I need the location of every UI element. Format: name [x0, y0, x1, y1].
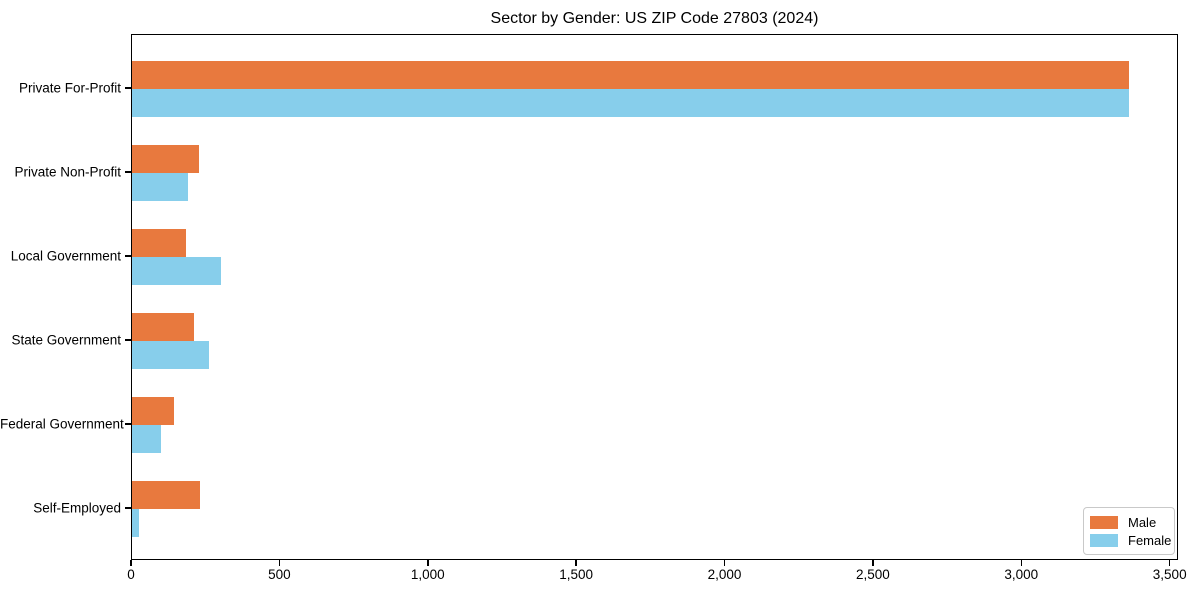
x-tick-mark [1020, 560, 1023, 566]
legend-swatch-male [1090, 515, 1118, 529]
y-tick-mark [125, 423, 131, 425]
x-tick-label: 3,000 [1004, 567, 1039, 582]
x-tick-mark [427, 560, 429, 566]
x-tick-label: 500 [268, 567, 291, 582]
bar-female-5 [132, 509, 140, 537]
y-tick-mark [125, 171, 131, 173]
y-tick-label: Federal Government [0, 416, 124, 432]
y-tick-mark [125, 87, 131, 89]
x-tick-mark [1168, 560, 1171, 566]
x-tick-label: 1,000 [410, 567, 445, 582]
y-tick-label: Self-Employed [33, 500, 121, 516]
x-tick-label: 2,500 [856, 567, 890, 582]
bar-female-3 [132, 341, 210, 369]
legend-label: Male [1128, 514, 1157, 530]
legend-label: Female [1128, 532, 1172, 548]
bar-male-2 [132, 229, 187, 257]
x-tick-label: 3,500 [1152, 567, 1187, 582]
y-tick-mark [125, 507, 131, 509]
x-tick-mark [575, 560, 577, 566]
x-tick-mark [278, 560, 281, 566]
plot-area [131, 34, 1178, 560]
bar-female-4 [132, 425, 162, 453]
legend: Male Female [1083, 507, 1175, 555]
y-tick-label: Private Non-Profit [14, 164, 121, 180]
bar-male-5 [132, 481, 200, 509]
x-tick-mark [872, 560, 874, 566]
x-tick-label: 2,000 [707, 567, 742, 582]
bar-male-0 [132, 61, 1130, 89]
bar-male-1 [132, 145, 199, 173]
chart-title: Sector by Gender: US ZIP Code 27803 (202… [490, 10, 819, 27]
legend-swatch-female [1090, 533, 1118, 547]
x-tick-label: 0 [127, 567, 135, 582]
y-tick-label: Local Government [10, 248, 121, 264]
x-tick-mark [723, 560, 726, 566]
bar-female-0 [132, 89, 1130, 117]
y-tick-label: Private For-Profit [18, 80, 121, 96]
bar-male-3 [132, 313, 194, 341]
bar-female-2 [132, 257, 221, 285]
y-tick-label: State Government [11, 332, 121, 348]
y-tick-mark [125, 255, 131, 257]
x-tick-label: 1,500 [559, 567, 594, 582]
y-tick-mark [125, 339, 131, 341]
x-tick-mark [130, 560, 132, 566]
legend-item-male: Male [1090, 513, 1167, 531]
legend-item-female: Female [1090, 531, 1171, 549]
bar-female-1 [132, 173, 188, 201]
bar-male-4 [132, 397, 175, 425]
